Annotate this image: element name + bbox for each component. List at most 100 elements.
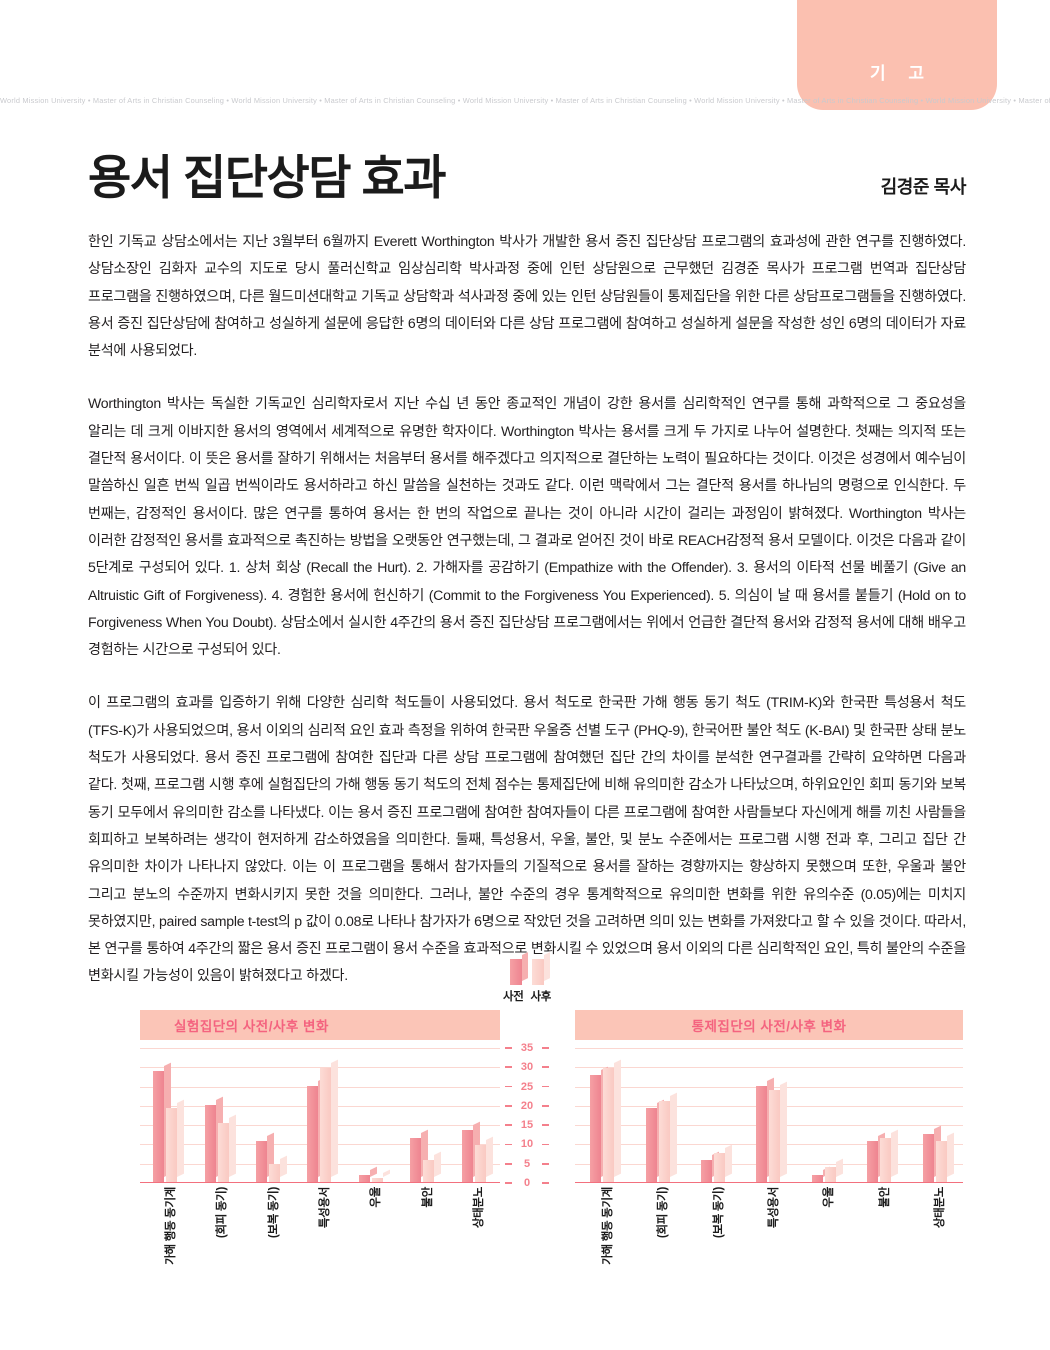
bar [423,1151,442,1182]
chart-x-axis-labels: 가해 행동 동기계 (회피 동기) (보복 동기) 특성용서 우울 불안 상태분노 [140,1183,500,1288]
title-row: 용서 집단상담 효과 김경준 목사 [88,143,966,205]
author-byline: 김경준 목사 [880,177,967,197]
bar [824,1158,843,1182]
bar [256,1133,275,1182]
bar [358,1166,377,1182]
charts-section: 실험집단의 사전/사후 변화 가해 행동 동기계 (회피 동기) (보복 동기) 특성… [0,952,1050,1288]
bar [217,1114,236,1182]
bar [269,1155,288,1182]
y-axis-tick: 0 [487,1177,567,1189]
bar-group [575,1048,630,1182]
legend-label-post: 사후 [530,991,552,1003]
bar [320,1059,339,1182]
x-axis-label: (보복 동기) [712,1187,725,1239]
bar-group [741,1048,796,1182]
y-axis-tick-label: 10 [520,1138,534,1151]
x-axis-label: 불안 [878,1187,891,1208]
chart-plot-area [575,1048,963,1183]
bar-group [191,1048,242,1182]
y-axis-tick: 5 [487,1158,567,1170]
bar [410,1129,429,1182]
chart-x-axis-labels: 가해 행동 동기계 (회피 동기) (보복 동기) 특성용서 우울 불안 상태분노 [575,1183,963,1288]
legend-swatch-post [531,952,550,985]
kigo-badge: 기 고 [797,0,997,110]
bar-group [686,1048,741,1182]
gridline [575,1067,963,1069]
bar-group [243,1048,294,1182]
x-axis-label: (보복 동기) [267,1187,280,1239]
bar [714,1144,733,1182]
bar [474,1136,493,1182]
y-axis-tick-label: 35 [520,1042,534,1054]
y-axis-tick-label: 20 [520,1099,534,1112]
bar-group [449,1048,500,1182]
bar [701,1151,720,1182]
bar [922,1125,941,1182]
legend-label-pre: 사전 [502,991,524,1003]
paragraph: 이 프로그램의 효과를 입증하기 위해 다양한 심리학 척도들이 사용되었다. … [88,694,966,984]
x-axis-label: 가해 행동 동기계 [601,1187,614,1265]
bar-group [630,1048,685,1182]
bar [590,1066,609,1182]
kigo-badge-label: 기 고 [869,64,933,83]
bar [756,1077,775,1182]
page-title: 용서 집단상담 효과 [88,151,447,204]
bar [880,1129,899,1182]
bar-group [346,1048,397,1182]
y-axis-tick-label: 25 [520,1080,534,1093]
legend-swatch-pre [509,952,528,985]
chart-title: 실험집단의 사전/사후 변화 [140,1010,500,1040]
x-axis-label: 우울 [370,1187,383,1208]
x-axis-label: 불안 [421,1187,434,1208]
chart-panel-experimental: 실험집단의 사전/사후 변화 가해 행동 동기계 (회피 동기) (보복 동기) 특성… [140,955,500,1288]
chart-plot-area [140,1048,500,1183]
university-ticker-strip: World Mission University • Master of Art… [0,94,1050,108]
bar [204,1096,223,1182]
bar [645,1099,664,1182]
bar-group [797,1048,852,1182]
ticker-text: World Mission University • Master of Art… [0,96,1050,105]
y-axis-tick: 20 [487,1100,567,1112]
bar [935,1133,954,1182]
x-axis-label: (회피 동기) [216,1187,229,1239]
x-axis-label: 상태분노 [934,1187,947,1229]
bar [153,1063,172,1182]
y-axis-tick: 30 [487,1061,567,1073]
chart-y-axis: 35 30 25 20 15 10 5 0 [487,1042,567,1189]
chart-title: 통제집단의 사전/사후 변화 [575,1010,963,1040]
gridline [140,1048,500,1049]
bar [867,1133,886,1182]
bar [371,1169,390,1182]
y-axis-tick-label: 30 [520,1061,534,1074]
bar-group [294,1048,345,1182]
bar [603,1059,622,1182]
bar-group [852,1048,907,1182]
bar [769,1081,788,1182]
chart-axis-column: 사전 사후 35 30 25 20 15 10 5 0 [487,952,567,1255]
x-axis-label: 우울 [823,1187,836,1208]
gridline [140,1067,500,1069]
x-axis-label: 상태분노 [473,1187,486,1229]
y-axis-tick: 25 [487,1081,567,1093]
bar-group [908,1048,963,1182]
bar [811,1166,830,1182]
y-axis-tick-label: 15 [520,1119,534,1132]
x-axis-label: 특성용서 [319,1187,331,1229]
y-axis-tick-label: 5 [523,1157,531,1170]
bar [166,1099,185,1182]
gridline [575,1048,963,1049]
bar [461,1121,480,1182]
x-axis-label: (회피 동기) [657,1187,670,1239]
paragraph: 한인 기독교 상담소에서는 지난 3월부터 6월까지 Everett Worth… [88,233,966,359]
y-axis-tick: 35 [487,1042,567,1054]
chart-panel-control: 통제집단의 사전/사후 변화 가해 행동 동기계 (회피 동기) (보복 동기) 특성… [575,955,963,1288]
y-axis-tick-label: 0 [523,1177,531,1189]
y-axis-tick: 15 [487,1119,567,1131]
chart-legend: 사전 사후 [487,952,567,1007]
y-axis-tick: 10 [487,1138,567,1150]
bar-groups [140,1048,500,1182]
paragraph: Worthington 박사는 독실한 기독교인 심리학자로서 지난 수십 년 … [88,395,966,658]
article-body: 한인 기독교 상담소에서는 지난 3월부터 6월까지 Everett Worth… [88,228,966,990]
bar [658,1092,677,1182]
bar-group [140,1048,191,1182]
